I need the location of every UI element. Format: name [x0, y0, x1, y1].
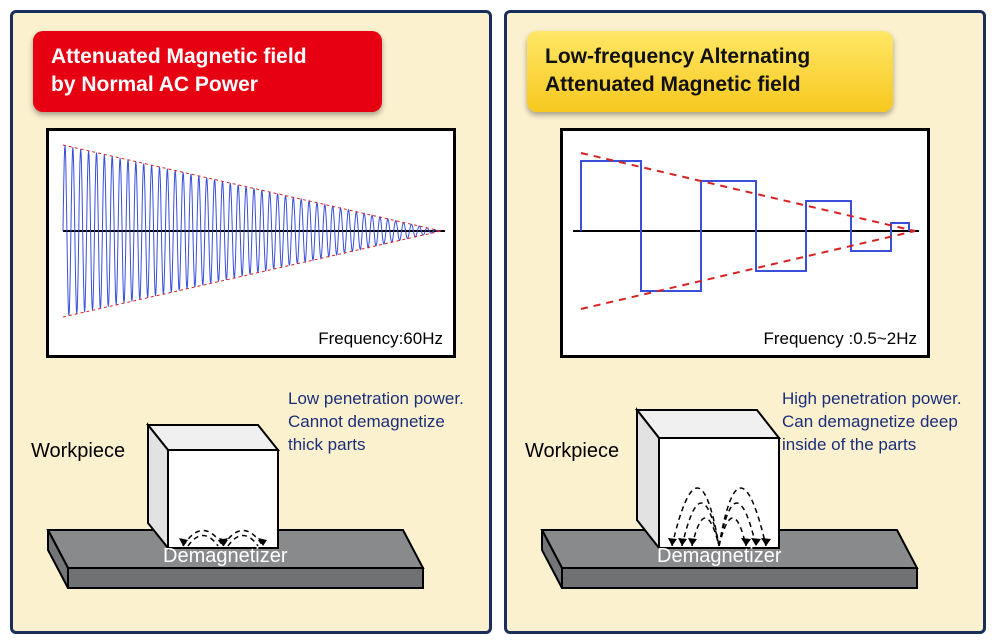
left-panel: Attenuated Magnetic field by Normal AC P…	[10, 10, 492, 634]
right-chart-svg	[563, 131, 927, 355]
right-bottom: Workpiece High penetration power. Can de…	[527, 370, 963, 600]
left-bottom: Workpiece Low penetration power. Cannot …	[33, 370, 469, 600]
left-title-line2: by Normal AC Power	[51, 71, 364, 99]
right-title-line1: Low-frequency Alternating	[545, 43, 875, 71]
right-title-line2: Attenuated Magnetic field	[545, 71, 875, 99]
right-demag-label: Demagnetizer	[657, 545, 782, 568]
left-demag-label: Demagnetizer	[163, 545, 288, 568]
right-title-box: Low-frequency Alternating Attenuated Mag…	[527, 31, 893, 112]
left-chart: Frequency:60Hz	[46, 128, 456, 358]
workpiece-cube	[148, 425, 278, 548]
left-chart-svg	[49, 131, 453, 355]
workpiece-cube	[637, 410, 779, 548]
right-panel: Low-frequency Alternating Attenuated Mag…	[504, 10, 986, 634]
left-title-box: Attenuated Magnetic field by Normal AC P…	[33, 31, 382, 112]
left-freq-label: Frequency:60Hz	[318, 329, 443, 349]
left-title-line1: Attenuated Magnetic field	[51, 43, 364, 71]
right-chart: Frequency :0.5~2Hz	[560, 128, 930, 358]
right-freq-label: Frequency :0.5~2Hz	[763, 329, 917, 349]
